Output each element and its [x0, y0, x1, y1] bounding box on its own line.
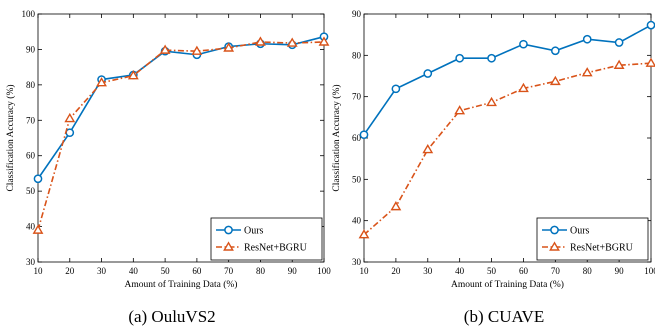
y-tick-label: 60 [352, 133, 362, 143]
data-point-ours [614, 38, 624, 47]
y-axis-label: Classification Accuracy (%) [5, 84, 16, 191]
series-line-ours [363, 24, 652, 136]
chart-panel-2: 10 20 30 40 50 60 70 80 90 100 30 40 50 60 70 80 90 Amoun… [331, 9, 655, 326]
data-point-resnet-bgru [518, 82, 529, 93]
data-point-ours [455, 53, 465, 63]
subfigure-caption: (a) OuluVS2 [128, 307, 215, 326]
y-tick-label: 90 [352, 9, 362, 19]
legend-label: ResNet+BGRU [244, 243, 308, 254]
y-tick-label: 50 [352, 174, 362, 184]
data-point-resnet-bgru [613, 59, 625, 69]
series-line-resnet-bgru [37, 41, 325, 231]
data-point-resnet-bgru [581, 67, 593, 77]
data-point-resnet-bgru [96, 77, 107, 87]
subfigure-caption: (b) CUAVE [464, 307, 544, 326]
y-tick-label: 60 [26, 151, 36, 161]
y-tick-label: 40 [352, 216, 362, 226]
y-tick-label: 30 [26, 257, 36, 267]
x-tick-label: 50 [487, 266, 497, 276]
data-point-resnet-bgru [549, 75, 561, 86]
data-point-ours [550, 46, 560, 56]
data-point-resnet-bgru [454, 105, 466, 115]
x-tick-label: 100 [317, 266, 331, 276]
legend-marker [223, 241, 234, 251]
y-tick-label: 70 [26, 115, 36, 125]
legend-marker [224, 225, 233, 235]
x-tick-label: 10 [360, 266, 370, 276]
y-tick-label: 30 [352, 257, 362, 267]
x-tick-label: 70 [224, 266, 234, 276]
data-point-ours [487, 53, 496, 63]
data-point-resnet-bgru [422, 143, 434, 154]
data-point-resnet-bgru [32, 224, 44, 234]
x-tick-label: 30 [97, 266, 107, 276]
series-line-resnet-bgru [363, 62, 652, 236]
legend-label: Ours [244, 226, 264, 237]
data-point-ours [519, 39, 528, 49]
data-point-resnet-bgru [286, 37, 298, 47]
chart-panel-1: 10 20 30 40 50 60 70 80 90 100 30 40 50 60 70 80 90 100 Am… [5, 9, 331, 326]
x-tick-label: 90 [288, 266, 298, 276]
data-point-ours [33, 174, 43, 184]
x-tick-label: 50 [161, 266, 171, 276]
y-tick-label: 100 [22, 9, 36, 19]
x-tick-label: 10 [34, 266, 44, 276]
data-point-resnet-bgru [318, 36, 330, 46]
x-tick-label: 20 [65, 266, 75, 276]
x-axis-label: Amount of Training Data (%) [451, 279, 564, 290]
legend: Ours ResNet+BGRU [210, 217, 323, 261]
plot-area-frame [37, 13, 325, 263]
legend-marker [550, 225, 559, 235]
legend-marker [549, 241, 560, 251]
data-point-resnet-bgru [64, 112, 76, 123]
data-point-resnet-bgru [390, 201, 402, 211]
x-tick-label: 60 [192, 266, 202, 276]
y-tick-label: 80 [352, 50, 362, 60]
x-tick-label: 80 [583, 266, 593, 276]
data-point-resnet-bgru [223, 42, 235, 52]
data-point-ours [359, 130, 369, 140]
x-tick-label: 100 [644, 266, 655, 276]
legend-box [536, 217, 649, 261]
x-tick-label: 30 [423, 266, 433, 276]
data-point-resnet-bgru [486, 96, 497, 107]
data-point-resnet-bgru [255, 36, 266, 46]
legend: Ours ResNet+BGRU [536, 217, 649, 261]
x-tick-label: 40 [129, 266, 139, 276]
data-point-resnet-bgru [159, 44, 171, 54]
x-tick-label: 60 [519, 266, 529, 276]
y-tick-label: 50 [26, 186, 36, 196]
legend-label: Ours [570, 226, 590, 237]
data-point-resnet-bgru [191, 45, 203, 55]
series-line-ours [37, 35, 325, 180]
y-tick-label: 70 [352, 92, 362, 102]
data-point-resnet-bgru [645, 57, 655, 67]
x-axis-label: Amount of Training Data (%) [125, 279, 238, 290]
x-tick-label: 40 [455, 266, 465, 276]
legend-box [210, 217, 323, 261]
data-point-ours [646, 20, 655, 30]
data-point-resnet-bgru [127, 70, 139, 80]
data-point-ours [423, 69, 433, 78]
x-tick-label: 70 [551, 266, 561, 276]
y-tick-label: 90 [26, 44, 36, 54]
x-tick-label: 20 [391, 266, 401, 276]
legend-label: ResNet+BGRU [570, 243, 634, 254]
x-tick-label: 90 [615, 266, 625, 276]
y-tick-label: 80 [26, 80, 36, 90]
data-point-ours [391, 84, 401, 94]
data-point-resnet-bgru [358, 229, 370, 239]
data-point-ours [582, 34, 592, 44]
x-tick-label: 80 [256, 266, 266, 276]
y-axis-label: Classification Accuracy (%) [331, 84, 342, 191]
y-tick-label: 40 [26, 222, 36, 232]
